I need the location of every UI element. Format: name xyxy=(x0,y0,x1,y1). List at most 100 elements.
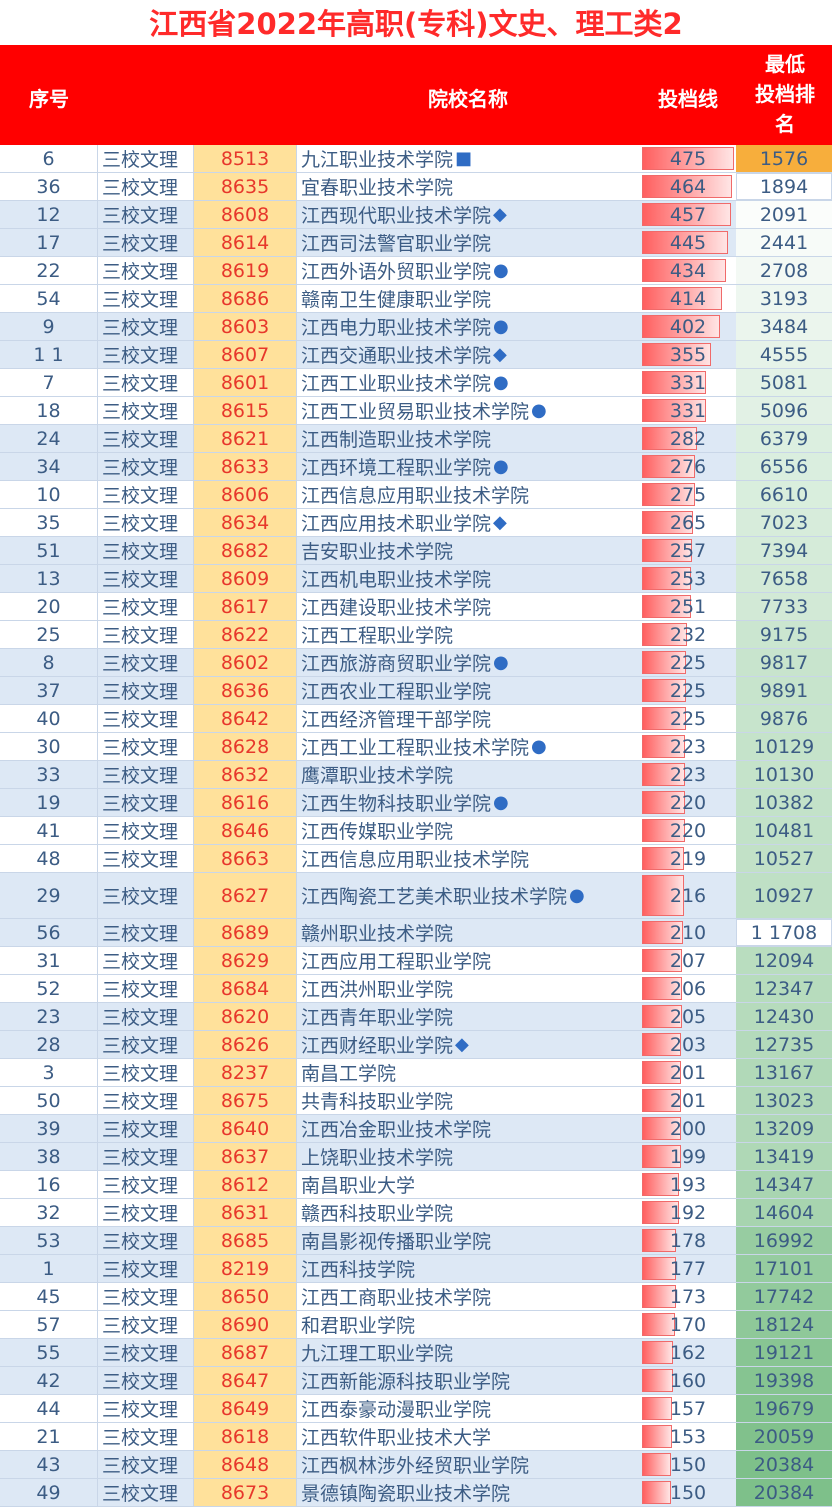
rank-cell: 3484 xyxy=(736,313,832,340)
score-databar xyxy=(642,371,706,394)
rank-cell: 12094 xyxy=(736,947,832,974)
page-title: 江西省2022年高职(专科)文史、理工类2 xyxy=(149,7,683,41)
rank-cell: 7658 xyxy=(736,565,832,592)
school-name-cell: 宜春职业技术学院 xyxy=(296,173,640,200)
school-name-cell: 江西枫林涉外经贸职业学院 xyxy=(296,1451,640,1478)
code-cell: 8689 xyxy=(194,919,296,946)
rank-cell: 1894 xyxy=(736,173,832,200)
school-name-cell: 九江职业技术学院 ■ xyxy=(296,145,640,172)
table-row: 28 三校文理 8626 江西财经职业学院 ◆ 203 12735 xyxy=(0,1031,832,1059)
header-min-rank-line: 最低 xyxy=(765,52,805,76)
school-name: 江西工业贸易职业技术学院 xyxy=(301,401,530,423)
school-mark-icon: ● xyxy=(531,400,547,421)
seq-cell: 42 xyxy=(0,1367,98,1394)
rank-cell: 2441 xyxy=(736,229,832,256)
rank-cell: 2091 xyxy=(736,201,832,228)
header-min-rank-line: 名 xyxy=(775,112,795,136)
table-row: 48 三校文理 8663 江西信息应用职业技术学院 219 10527 xyxy=(0,845,832,873)
code-cell: 8609 xyxy=(194,565,296,592)
code-cell: 8690 xyxy=(194,1311,296,1338)
school-name: 江西工程职业学院 xyxy=(301,625,454,647)
school-name: 江西枫林涉外经贸职业学院 xyxy=(301,1455,530,1477)
code-cell: 8673 xyxy=(194,1479,296,1506)
rank-cell: 13023 xyxy=(736,1087,832,1114)
school-name: 江西青年职业学院 xyxy=(301,1007,454,1029)
seq-cell: 19 xyxy=(0,789,98,816)
score-cell: 150 xyxy=(640,1479,736,1506)
score-databar xyxy=(642,343,711,366)
score-value: 355 xyxy=(669,343,707,366)
seq-cell: 21 xyxy=(0,1423,98,1450)
seq-cell: 57 xyxy=(0,1311,98,1338)
type-cell: 三校文理 xyxy=(98,1283,194,1310)
school-name: 宜春职业技术学院 xyxy=(301,177,454,199)
code-cell: 8632 xyxy=(194,761,296,788)
school-name: 江西财经职业学院 xyxy=(301,1035,454,1057)
table-row: 40 三校文理 8642 江西经济管理干部学院 225 9876 xyxy=(0,705,832,733)
seq-cell: 12 xyxy=(0,201,98,228)
rank-cell: 10927 xyxy=(736,873,832,918)
code-cell: 8603 xyxy=(194,313,296,340)
code-cell: 8640 xyxy=(194,1115,296,1142)
score-databar xyxy=(642,567,691,590)
school-mark-icon: ■ xyxy=(455,148,473,169)
school-name: 江西交通职业技术学院 xyxy=(301,345,492,367)
table-row: 57 三校文理 8690 和君职业学院 170 18124 xyxy=(0,1311,832,1339)
score-cell: 201 xyxy=(640,1087,736,1114)
table-row: 29 三校文理 8627 江西陶瓷工艺美术职业技术学院 ● 216 10927 xyxy=(0,873,832,919)
type-cell: 三校文理 xyxy=(98,1059,194,1086)
table-row: 33 三校文理 8632 鹰潭职业技术学院 223 10130 xyxy=(0,761,832,789)
seq-cell: 16 xyxy=(0,1171,98,1198)
score-value: 162 xyxy=(669,1341,707,1364)
school-name-cell: 江西生物科技职业学院 ● xyxy=(296,789,640,816)
school-name: 江西科技学院 xyxy=(301,1259,416,1281)
score-databar xyxy=(642,707,686,730)
code-cell: 8237 xyxy=(194,1059,296,1086)
rank-cell: 9175 xyxy=(736,621,832,648)
type-cell: 三校文理 xyxy=(98,975,194,1002)
score-cell: 210 xyxy=(640,919,736,946)
table-row: 50 三校文理 8675 共青科技职业学院 201 13023 xyxy=(0,1087,832,1115)
score-databar xyxy=(642,791,685,814)
table-row: 22 三校文理 8619 江西外语外贸职业学院 ● 434 2708 xyxy=(0,257,832,285)
code-cell: 8627 xyxy=(194,873,296,918)
school-name-cell: 江西财经职业学院 ◆ xyxy=(296,1031,640,1058)
rank-cell: 9891 xyxy=(736,677,832,704)
score-databar xyxy=(642,1201,679,1224)
score-value: 210 xyxy=(669,921,707,944)
score-value: 457 xyxy=(669,203,707,226)
school-name-cell: 鹰潭职业技术学院 xyxy=(296,761,640,788)
score-value: 193 xyxy=(669,1173,707,1196)
score-value: 223 xyxy=(669,735,707,758)
school-name: 江西电力职业技术学院 xyxy=(301,317,492,339)
header-school-name: 院校名称 xyxy=(428,87,508,111)
school-name-cell: 江西司法警官职业学院 xyxy=(296,229,640,256)
score-value: 253 xyxy=(669,567,707,590)
score-value: 178 xyxy=(669,1229,707,1252)
seq-cell: 1 xyxy=(0,1255,98,1282)
table-row: 30 三校文理 8628 江西工业工程职业技术学院 ● 223 10129 xyxy=(0,733,832,761)
rank-cell: 7733 xyxy=(736,593,832,620)
table-row: 12 三校文理 8608 江西现代职业技术学院 ◆ 457 2091 xyxy=(0,201,832,229)
type-cell: 三校文理 xyxy=(98,425,194,452)
school-name: 江西环境工程职业学院 xyxy=(301,457,492,479)
score-databar xyxy=(642,921,683,944)
rank-cell: 13209 xyxy=(736,1115,832,1142)
score-databar xyxy=(642,1481,671,1504)
seq-cell: 52 xyxy=(0,975,98,1002)
rank-cell: 12347 xyxy=(736,975,832,1002)
school-name-cell: 江西旅游商贸职业学院 ● xyxy=(296,649,640,676)
code-cell: 8612 xyxy=(194,1171,296,1198)
type-cell: 三校文理 xyxy=(98,1423,194,1450)
table-row: 42 三校文理 8647 江西新能源科技职业学院 160 19398 xyxy=(0,1367,832,1395)
score-value: 192 xyxy=(669,1201,707,1224)
score-cell: 331 xyxy=(640,397,736,424)
table-row: 25 三校文理 8622 江西工程职业学院 232 9175 xyxy=(0,621,832,649)
score-cell: 177 xyxy=(640,1255,736,1282)
type-cell: 三校文理 xyxy=(98,537,194,564)
type-cell: 三校文理 xyxy=(98,201,194,228)
type-cell: 三校文理 xyxy=(98,705,194,732)
score-cell: 170 xyxy=(640,1311,736,1338)
rank-cell: 17742 xyxy=(736,1283,832,1310)
code-cell: 8686 xyxy=(194,285,296,312)
